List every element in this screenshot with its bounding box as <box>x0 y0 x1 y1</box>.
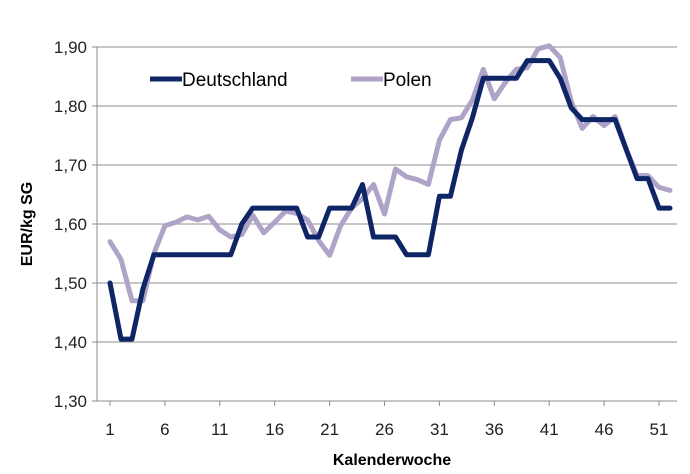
x-tick-label: 31 <box>430 420 449 439</box>
x-tick-label: 21 <box>320 420 339 439</box>
y-tick-label: 1,60 <box>54 215 87 234</box>
grid-lines <box>97 46 677 343</box>
x-axis-title: Kalenderwoche <box>333 452 451 469</box>
legend-label-polen: Polen <box>383 70 432 91</box>
x-tick-labels: 1 6 11 16 21 26 31 36 41 46 51 <box>105 401 668 439</box>
y-tick-labels: 1,30 1,40 1,50 1,60 1,70 1,80 1,90 <box>54 38 97 411</box>
x-tick-label: 46 <box>595 420 614 439</box>
legend: Deutschland Polen <box>150 70 432 91</box>
x-tick-label: 41 <box>540 420 559 439</box>
x-tick-label: 1 <box>105 420 114 439</box>
y-axis-title: EUR/kg SG <box>19 182 36 266</box>
y-tick-label: 1,90 <box>54 38 87 57</box>
x-tick-label: 16 <box>265 420 284 439</box>
y-tick-label: 1,80 <box>54 97 87 116</box>
y-tick-label: 1,30 <box>54 392 87 411</box>
x-tick-label: 36 <box>485 420 504 439</box>
x-tick-label: 51 <box>650 420 669 439</box>
y-tick-label: 1,70 <box>54 156 87 175</box>
x-tick-label: 6 <box>160 420 169 439</box>
series-lines <box>107 43 673 342</box>
series-line-deutschland <box>107 58 673 342</box>
x-tick-label: 11 <box>211 420 229 439</box>
y-tick-label: 1,40 <box>54 333 87 352</box>
y-tick-label: 1,50 <box>54 274 87 293</box>
legend-label-deutschland: Deutschland <box>182 70 288 91</box>
x-tick-label: 26 <box>375 420 394 439</box>
